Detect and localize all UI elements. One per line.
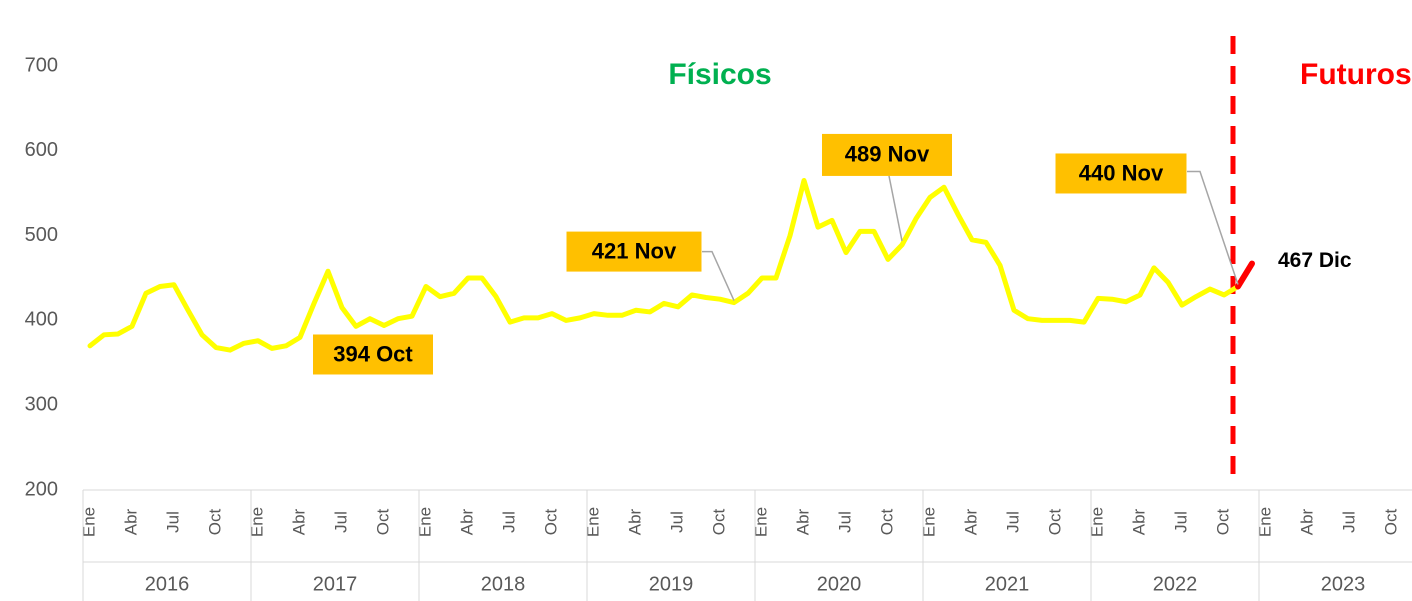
leader-line (702, 250, 735, 301)
x-tick-label: Oct (877, 509, 896, 536)
x-tick-label: Ene (583, 507, 602, 537)
x-tick-label: Abr (961, 508, 980, 535)
y-tick-label: 200 (25, 478, 58, 500)
year-label: 2017 (313, 573, 358, 595)
region-label: Físicos (668, 58, 771, 91)
year-label: 2016 (145, 573, 190, 595)
x-tick-label: Ene (415, 507, 434, 537)
data-label: 440 Nov (1079, 160, 1164, 185)
region-label: Futuros (1300, 58, 1412, 91)
year-label: 2019 (649, 573, 694, 595)
x-tick-label: Oct (205, 509, 224, 536)
x-tick-label: Oct (1381, 509, 1400, 536)
data-label-box (313, 334, 433, 375)
data-label-box (1055, 153, 1187, 194)
data-label-box (822, 133, 952, 176)
x-tick-label: Abr (793, 508, 812, 535)
x-tick-label: Abr (1129, 508, 1148, 535)
leader-line (888, 175, 903, 242)
x-tick-label: Oct (373, 509, 392, 536)
x-tick-label: Ene (1087, 507, 1106, 537)
x-tick-label: Jul (331, 511, 350, 533)
data-label-box (566, 231, 702, 272)
year-label: 2018 (481, 573, 526, 595)
leader-line (1187, 170, 1239, 285)
x-tick-label: Jul (667, 511, 686, 533)
x-tick-label: Oct (1213, 509, 1232, 536)
data-label: 421 Nov (592, 238, 677, 263)
x-tick-label: Abr (1297, 508, 1316, 535)
y-tick-label: 300 (25, 393, 58, 415)
x-tick-label: Oct (541, 509, 560, 536)
x-tick-label: Jul (1003, 511, 1022, 533)
y-tick-label: 400 (25, 309, 58, 331)
x-tick-label: Abr (289, 508, 308, 535)
series-line (1235, 260, 1255, 290)
data-label: 489 Nov (845, 142, 930, 167)
y-tick-label: 600 (25, 139, 58, 161)
year-label: 2020 (817, 573, 862, 595)
x-tick-label: Oct (709, 509, 728, 536)
x-tick-label: Ene (751, 507, 770, 537)
x-tick-label: Jul (499, 511, 518, 533)
y-tick-label: 500 (25, 224, 58, 246)
x-tick-label: Jul (163, 511, 182, 533)
x-tick-label: Ene (1255, 507, 1274, 537)
x-tick-label: Abr (625, 508, 644, 535)
data-label: 467 Dic (1278, 249, 1352, 272)
y-tick-label: 700 (25, 54, 58, 76)
x-tick-label: Jul (835, 511, 854, 533)
x-tick-label: Ene (247, 507, 266, 537)
x-tick-label: Jul (1171, 511, 1190, 533)
x-tick-label: Abr (121, 508, 140, 535)
series-line (87, 177, 1241, 353)
year-label: 2023 (1321, 573, 1366, 595)
x-tick-label: Ene (79, 507, 98, 537)
year-label: 2021 (985, 573, 1030, 595)
x-tick-label: Abr (457, 508, 476, 535)
x-tick-label: Oct (1045, 509, 1064, 536)
data-label: 394 Oct (333, 341, 413, 366)
x-tick-label: Ene (919, 507, 938, 537)
year-label: 2022 (1153, 573, 1198, 595)
x-tick-label: Jul (1339, 511, 1358, 533)
